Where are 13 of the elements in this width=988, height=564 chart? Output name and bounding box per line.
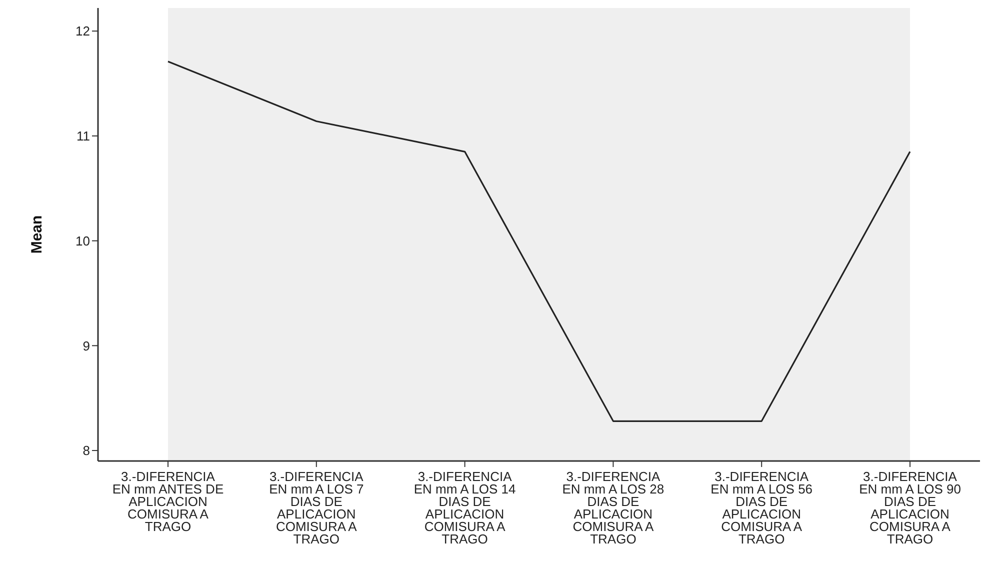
y-tick-label: 8	[82, 443, 90, 458]
x-tick-label: 3.-DIFERENCIA EN mm A LOS 56 DIAS DE APLICACION COMISURA A TRAGO	[710, 469, 813, 546]
x-tick-label: 3.-DIFERENCIA EN mm A LOS 7 DIAS DE APLICACION COMISURA A TRAGO	[269, 469, 364, 546]
y-tick-label: 9	[82, 338, 90, 354]
x-tick-label: 3.-DIFERENCIA EN mm ANTES DE APLICACION COMISURA A TRAGO	[112, 469, 224, 534]
y-tick-label: 12	[76, 24, 90, 39]
y-tick-label: 11	[76, 128, 90, 144]
y-axis-title: Mean	[28, 215, 46, 254]
y-tick-label: 10	[76, 233, 90, 248]
x-tick-label: 3.-DIFERENCIA EN mm A LOS 28 DIAS DE APLICACION COMISURA A TRAGO	[562, 469, 664, 546]
x-tick-label: 3.-DIFERENCIA EN mm A LOS 14 DIAS DE APLICACION COMISURA A TRAGO	[414, 469, 516, 546]
x-tick-label: 3.-DIFERENCIA EN mm A LOS 90 DIAS DE APLICACION COMISURA A TRAGO	[859, 469, 961, 546]
line-series	[167, 60, 911, 422]
